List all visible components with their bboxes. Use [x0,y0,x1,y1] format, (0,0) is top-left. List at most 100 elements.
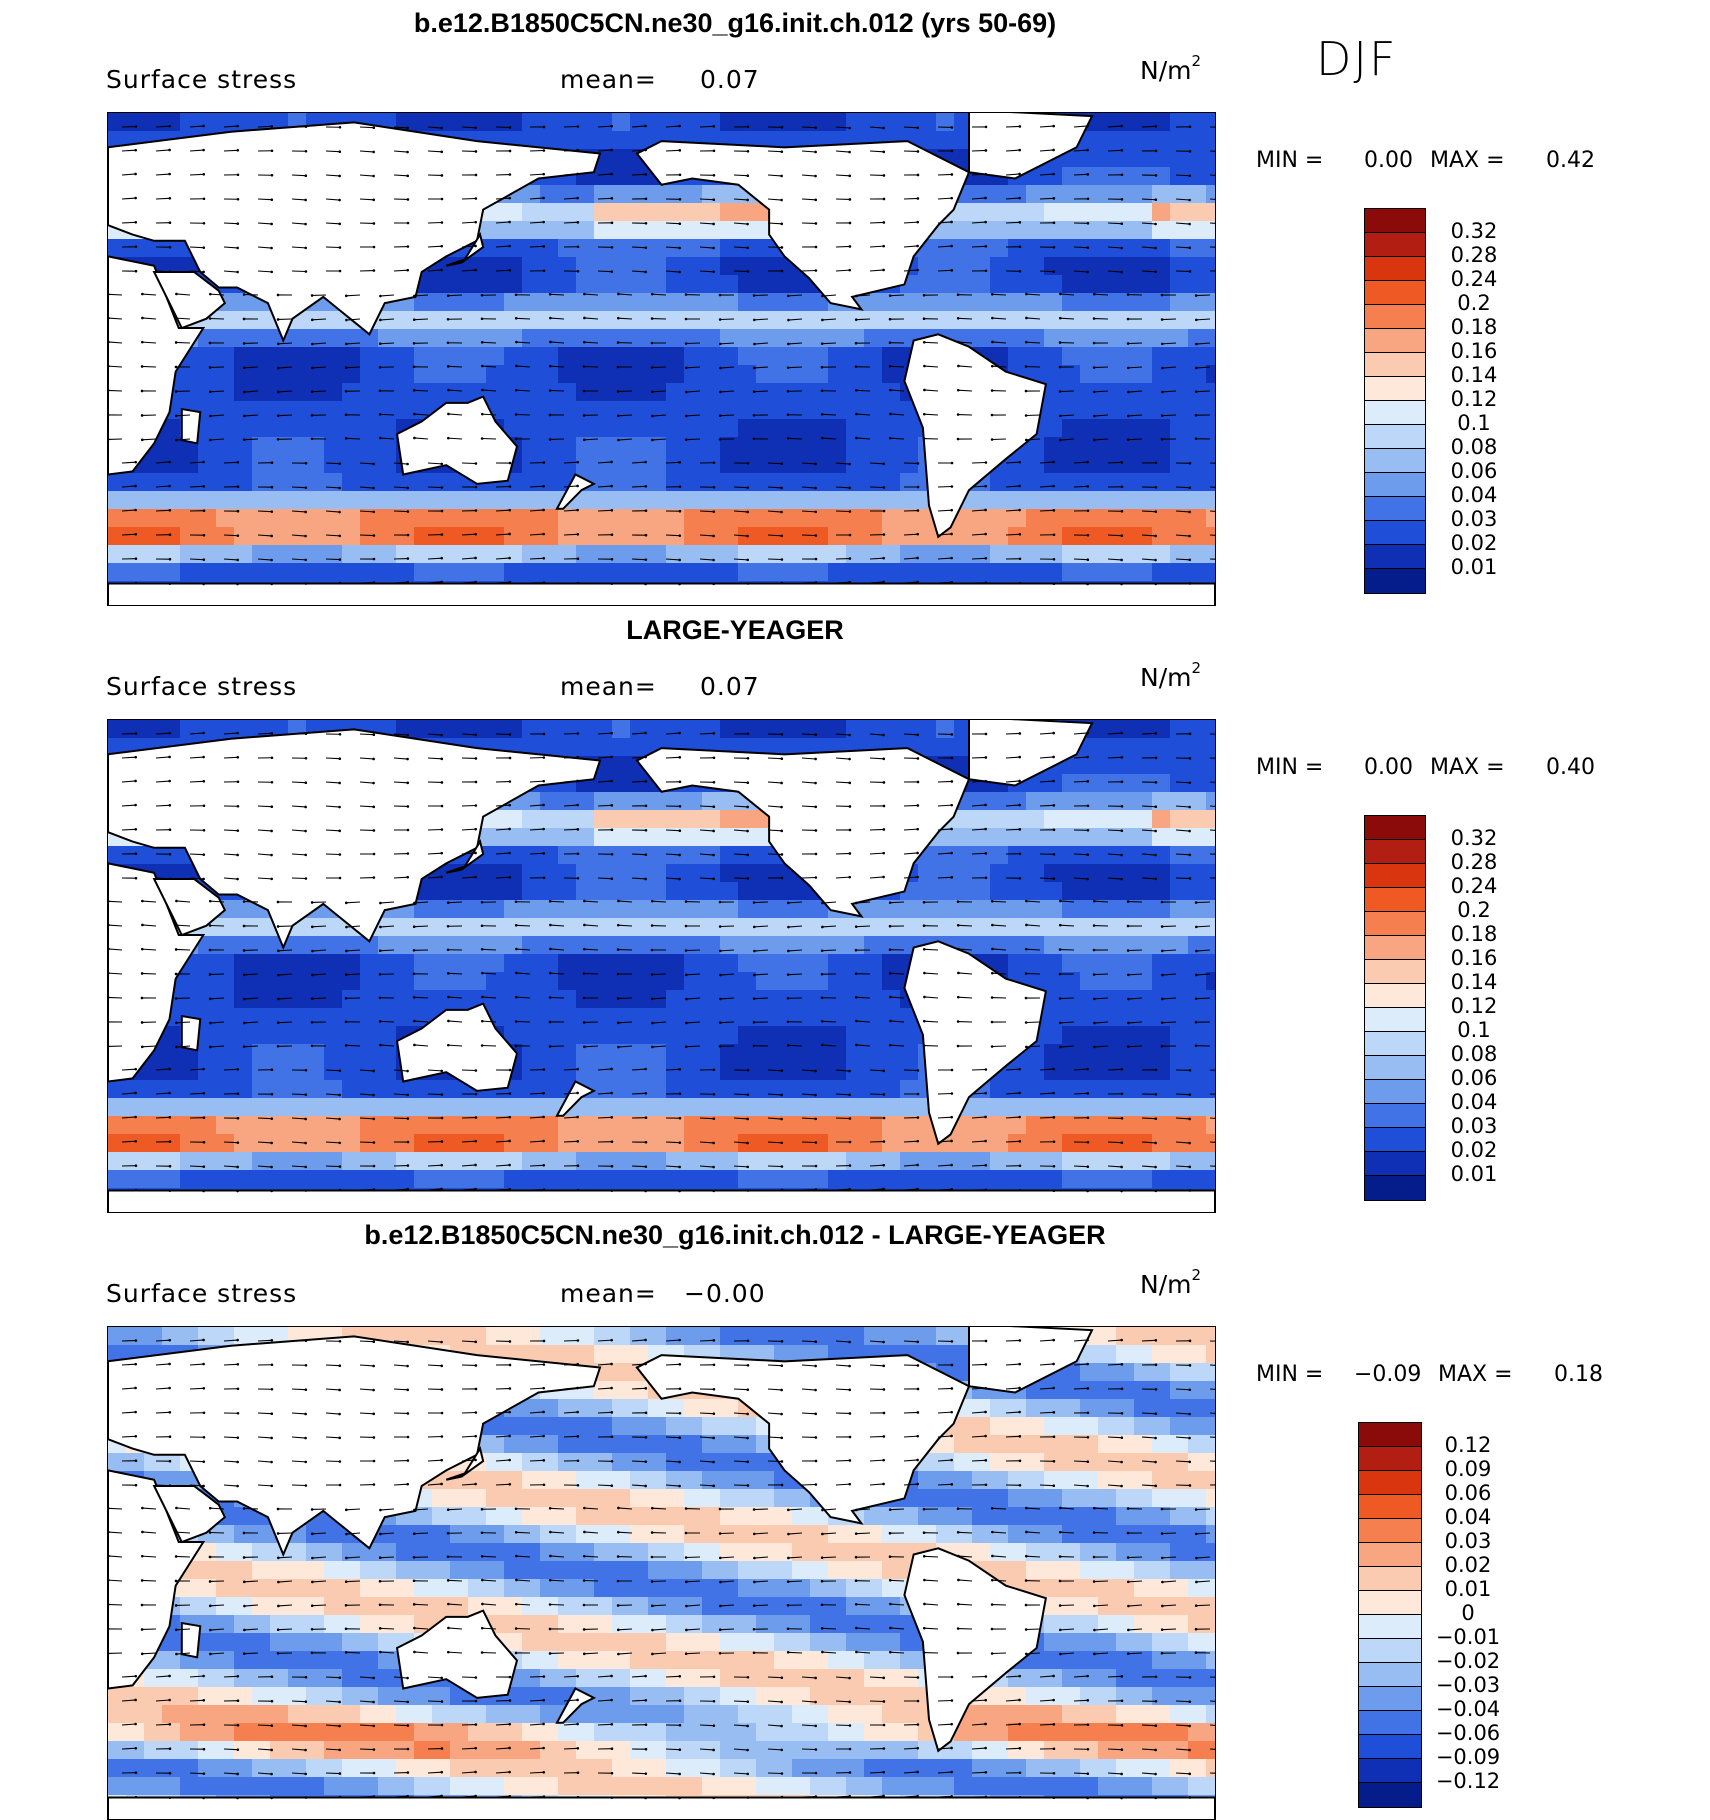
wind-vector [156,510,170,511]
wind-vector [1060,1605,1074,1606]
wind-vector [496,174,510,175]
colorbar-tick-label: 0.32 [1434,826,1514,850]
wind-vector [360,1142,374,1143]
wind-vector [564,829,578,830]
wind-vector [564,1436,578,1437]
wind-vector [700,806,714,807]
colorbar-tick-label: −0.01 [1428,1625,1508,1649]
wind-vector [142,366,156,367]
colorbar-tick-label: 0.08 [1434,435,1514,459]
wind-vector [938,1796,952,1797]
colorbar-tick-label: −0.03 [1428,1673,1508,1697]
colorbar-tick-label: 0.01 [1434,555,1514,579]
wind-vector [530,757,544,758]
wind-vector [224,1142,238,1143]
colorbar-tick-label: 0.04 [1428,1505,1508,1529]
wind-vector [360,1341,374,1342]
min-label: MIN = [1256,148,1323,173]
wind-vector [530,1772,544,1773]
wind-vector [938,781,952,782]
wind-vector [768,1677,782,1678]
wind-vector [530,150,544,151]
wind-vector [632,1388,646,1389]
wind-vector [156,1190,170,1191]
wind-vector [244,439,258,440]
wind-vector [734,175,748,176]
colorbar-segment [1365,233,1425,257]
wind-vector [700,1413,714,1414]
colorbar-segment [1365,840,1425,864]
wind-vector [346,1581,360,1582]
wind-vector [1074,1700,1088,1701]
colorbar-tick-label: 0.16 [1434,339,1514,363]
wind-vector [244,294,258,295]
wind-vector [686,1046,700,1047]
mean-label: mean= [560,672,657,701]
wind-vector [1006,829,1020,830]
wind-vector [1108,462,1122,463]
wind-vector [1108,1437,1122,1438]
wind-vector [632,1461,646,1462]
wind-vector [258,1725,272,1726]
wind-vector [380,1021,394,1022]
wind-vector [856,390,870,391]
colorbar-segment [1365,1152,1425,1176]
wind-vector [788,438,802,439]
wind-vector [802,1484,816,1485]
wind-vector [788,1045,802,1046]
wind-vector [414,390,428,391]
wind-vector [224,223,238,224]
wind-vector [108,1604,122,1605]
colorbar-tick-label: 0.03 [1434,1114,1514,1138]
wind-vector [312,998,326,999]
wind-vector [632,1773,646,1774]
wind-vector [210,318,224,319]
wind-vector [1142,199,1156,200]
wind-vector [1142,1725,1156,1726]
wind-vector [482,342,496,343]
wind-vector [734,782,748,783]
wind-vector [598,271,612,272]
wind-vector [1060,391,1074,392]
wind-vector [1196,998,1210,999]
units-label: N/m2 [1140,1270,1201,1299]
colorbar-segment [1359,1495,1421,1519]
mean-label: mean= [560,65,657,94]
wind-vector [258,511,272,512]
wind-vector [666,462,680,463]
wind-vector [890,1509,904,1510]
wind-vector [550,901,564,902]
wind-vector [700,511,714,512]
colorbar-segment [1365,425,1425,449]
wind-vector [516,1628,530,1629]
wind-vector [958,318,972,319]
colorbar-segment [1365,281,1425,305]
colorbar-segment [1359,1567,1421,1591]
wind-vector [122,1748,136,1749]
wind-vector [992,1508,1006,1509]
wind-vector [326,151,340,152]
wind-vector [768,1773,782,1774]
wind-vector [666,150,680,151]
wind-vector [890,902,904,903]
wind-vector [210,925,224,926]
wind-vector [550,294,564,295]
wind-vector [122,1436,136,1437]
colorbar-tick-label: 0.01 [1428,1577,1508,1601]
colorbar-tick-label: 0.01 [1434,1162,1514,1186]
map-plot [108,720,1215,1212]
wind-vector [380,343,394,344]
wind-vector [924,342,938,343]
wind-vector [992,901,1006,902]
wind-vector [1006,1340,1020,1341]
wind-vector [686,439,700,440]
wind-vector [788,367,802,368]
mean-value: 0.07 [700,672,760,701]
wind-vector [768,758,782,759]
wind-vector [482,1045,496,1046]
wind-vector [598,1485,612,1486]
wind-vector [122,829,136,830]
wind-vector [992,1653,1006,1654]
wind-vector [462,463,476,464]
wind-vector [462,1070,476,1071]
